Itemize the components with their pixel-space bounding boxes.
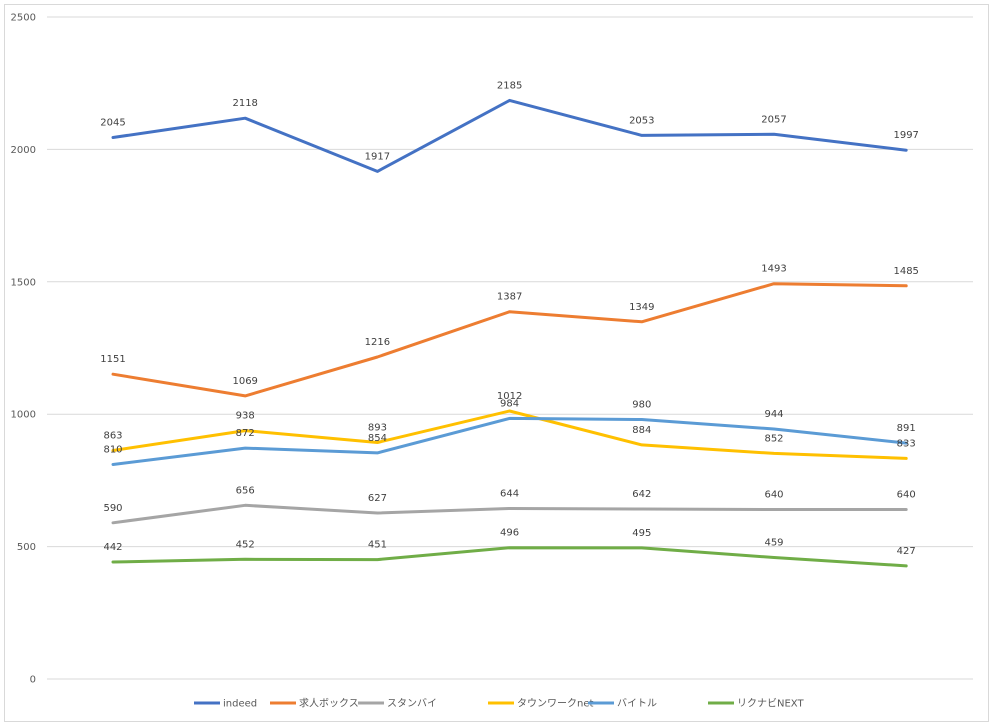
y-tick-label: 0 — [30, 675, 36, 686]
data-label: 1151 — [100, 354, 125, 365]
data-label: 863 — [103, 430, 122, 441]
data-label: 1069 — [232, 376, 257, 387]
data-label: 640 — [897, 490, 916, 501]
legend-label: バイトル — [617, 698, 657, 710]
series-line-4 — [111, 416, 908, 466]
legend-label: リクナビNEXT — [737, 698, 804, 710]
data-label: 627 — [368, 493, 387, 504]
series-lines — [111, 98, 908, 568]
series-line-3 — [111, 409, 908, 460]
data-label: 2057 — [761, 114, 786, 125]
data-label: 2185 — [497, 80, 522, 91]
data-label: 893 — [368, 423, 387, 434]
data-label: 980 — [632, 399, 651, 410]
chart-frame — [4, 4, 989, 722]
data-label: 644 — [500, 488, 519, 499]
series-line-2 — [111, 503, 908, 525]
y-tick-label: 2500 — [11, 13, 36, 24]
data-label: 2053 — [629, 115, 654, 126]
data-label: 854 — [368, 433, 387, 444]
data-label: 656 — [236, 485, 255, 496]
data-label: 590 — [103, 503, 122, 514]
data-label: 833 — [897, 438, 916, 449]
data-label: 1485 — [893, 266, 918, 277]
series-line-1 — [111, 282, 908, 398]
data-label: 810 — [103, 445, 122, 456]
data-label: 891 — [897, 423, 916, 434]
data-label: 1997 — [893, 130, 918, 141]
data-label: 884 — [632, 425, 651, 436]
gridlines — [47, 16, 973, 680]
data-label: 496 — [500, 528, 519, 539]
data-label: 451 — [368, 540, 387, 551]
data-label: 495 — [632, 528, 651, 539]
series-line-5 — [111, 546, 908, 568]
data-label: 1216 — [365, 337, 390, 348]
legend-label: タウンワークnet — [517, 698, 593, 710]
y-tick-label: 500 — [17, 542, 36, 553]
data-label: 1387 — [497, 292, 522, 303]
data-label: 640 — [764, 490, 783, 501]
data-label: 2045 — [100, 117, 125, 128]
data-label: 1012 — [497, 391, 522, 402]
data-label: 427 — [897, 546, 916, 557]
data-label: 459 — [764, 537, 783, 548]
data-label: 852 — [764, 433, 783, 444]
y-tick-label: 2000 — [11, 145, 36, 156]
data-label: 452 — [236, 539, 255, 550]
data-label: 938 — [236, 411, 255, 422]
data-label: 1917 — [365, 151, 390, 162]
legend-label: indeed — [223, 699, 257, 710]
legend-label: スタンバイ — [387, 698, 437, 710]
y-tick-label: 1000 — [11, 410, 36, 421]
data-label: 1493 — [761, 264, 786, 275]
y-tick-label: 1500 — [11, 277, 36, 288]
data-label: 642 — [632, 489, 651, 500]
legend: indeed 求人ボックス スタンバイ タウンワークnet バイトル リクナビNEXT — [194, 698, 804, 710]
data-label: 2118 — [232, 98, 257, 109]
data-labels: 2045 2118 1917 2185 2053 2057 1997 1151 1069 1216… — [100, 80, 919, 557]
data-label: 442 — [103, 542, 122, 553]
data-label: 984 — [500, 398, 519, 409]
data-label: 1349 — [629, 302, 654, 313]
data-label: 944 — [764, 409, 783, 420]
legend-label: 求人ボックス — [299, 698, 359, 710]
data-label: 872 — [236, 428, 255, 439]
y-axis: 0 500 1000 1500 2000 2500 — [11, 13, 36, 686]
series-line-0 — [111, 98, 908, 173]
